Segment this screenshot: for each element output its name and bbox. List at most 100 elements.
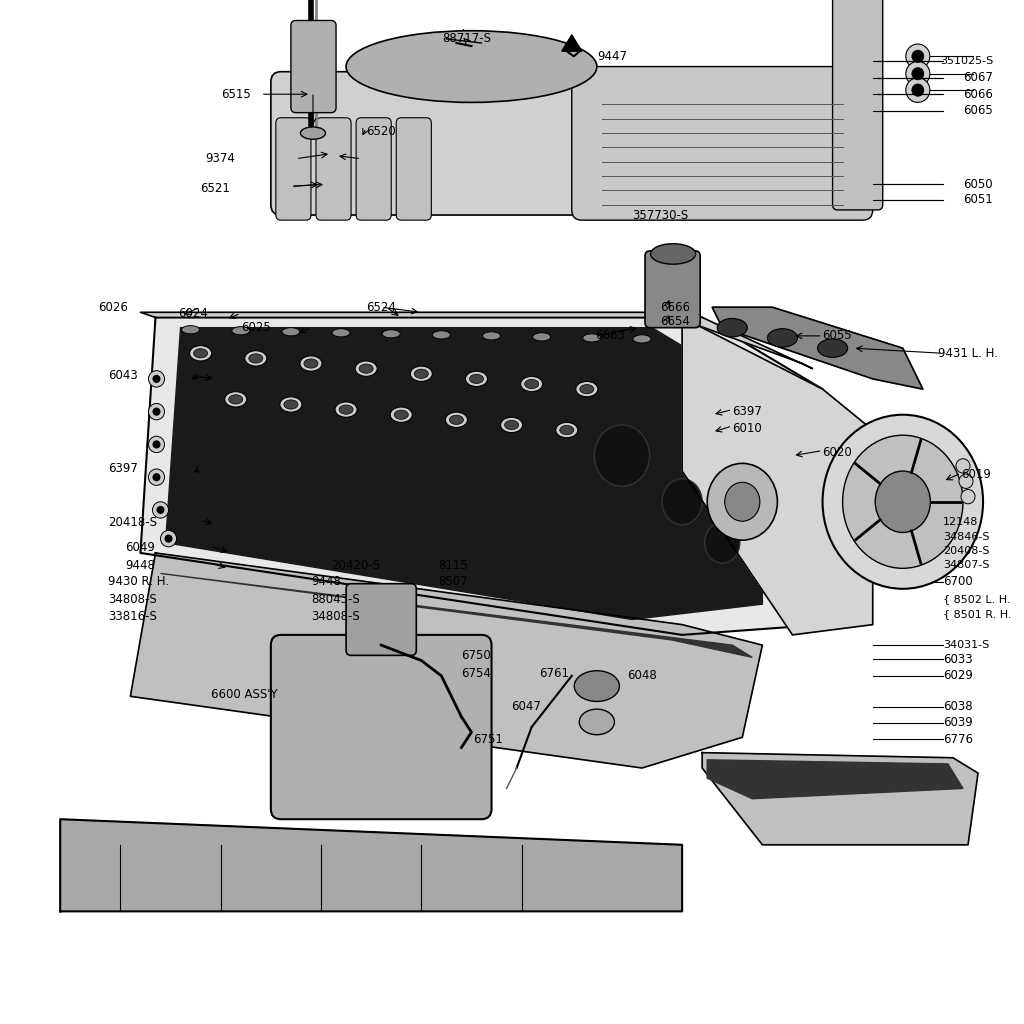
Text: 6521: 6521 xyxy=(201,182,230,195)
Ellipse shape xyxy=(876,471,931,532)
Ellipse shape xyxy=(332,329,350,337)
Text: 6397: 6397 xyxy=(732,406,762,418)
Ellipse shape xyxy=(224,392,247,407)
Ellipse shape xyxy=(339,406,353,415)
Ellipse shape xyxy=(411,367,432,381)
Text: 6039: 6039 xyxy=(943,717,973,729)
Circle shape xyxy=(961,489,975,504)
Ellipse shape xyxy=(228,395,243,403)
Ellipse shape xyxy=(245,350,267,366)
FancyBboxPatch shape xyxy=(346,584,417,655)
FancyBboxPatch shape xyxy=(275,118,311,220)
Text: 9374: 9374 xyxy=(206,153,236,165)
FancyBboxPatch shape xyxy=(270,635,492,819)
Text: 88043-S: 88043-S xyxy=(311,593,359,605)
Text: 20408-S: 20408-S xyxy=(943,546,989,556)
Text: 6033: 6033 xyxy=(943,653,973,666)
Ellipse shape xyxy=(594,425,649,486)
Text: 34808-S: 34808-S xyxy=(311,610,359,623)
Circle shape xyxy=(906,44,930,69)
FancyBboxPatch shape xyxy=(833,0,883,210)
Ellipse shape xyxy=(280,397,302,412)
Polygon shape xyxy=(130,553,763,768)
Text: 20420-S: 20420-S xyxy=(331,559,380,571)
Text: 6600 ASS'Y: 6600 ASS'Y xyxy=(211,688,278,700)
Ellipse shape xyxy=(705,522,739,563)
Ellipse shape xyxy=(583,334,601,342)
Circle shape xyxy=(959,474,973,488)
Circle shape xyxy=(153,473,161,481)
Text: 6048: 6048 xyxy=(627,670,656,682)
Text: 34846-S: 34846-S xyxy=(943,531,989,542)
Text: 6776: 6776 xyxy=(943,733,973,745)
Polygon shape xyxy=(682,317,872,635)
Text: 6067: 6067 xyxy=(964,72,993,84)
Text: 6051: 6051 xyxy=(964,194,993,206)
Text: 9448: 9448 xyxy=(311,575,341,588)
Text: 6750: 6750 xyxy=(462,649,492,662)
Ellipse shape xyxy=(359,365,373,374)
Text: 6010: 6010 xyxy=(732,422,762,434)
Circle shape xyxy=(153,502,169,518)
Ellipse shape xyxy=(580,385,594,394)
Circle shape xyxy=(906,78,930,102)
Text: 6024: 6024 xyxy=(178,307,209,319)
Ellipse shape xyxy=(708,463,777,541)
Ellipse shape xyxy=(633,335,651,343)
Circle shape xyxy=(148,469,165,485)
Ellipse shape xyxy=(335,402,357,418)
Ellipse shape xyxy=(194,348,208,357)
FancyBboxPatch shape xyxy=(396,118,431,220)
Ellipse shape xyxy=(394,411,409,420)
Text: 6038: 6038 xyxy=(943,700,973,713)
Text: 8507: 8507 xyxy=(438,575,468,588)
Polygon shape xyxy=(562,35,582,51)
Ellipse shape xyxy=(382,330,400,338)
Ellipse shape xyxy=(189,346,212,360)
Text: 12148: 12148 xyxy=(943,517,978,527)
Circle shape xyxy=(157,506,165,514)
Polygon shape xyxy=(161,573,753,657)
Ellipse shape xyxy=(284,400,298,409)
Ellipse shape xyxy=(466,372,487,386)
Text: 88717-S: 88717-S xyxy=(442,33,490,45)
Text: 6666: 6666 xyxy=(660,301,690,313)
Ellipse shape xyxy=(520,377,543,391)
Ellipse shape xyxy=(817,339,848,357)
Text: 9430 R. H.: 9430 R. H. xyxy=(109,575,169,588)
Circle shape xyxy=(906,61,930,86)
Circle shape xyxy=(956,459,970,473)
Text: 9448: 9448 xyxy=(125,559,156,571)
Ellipse shape xyxy=(346,31,597,102)
Text: 6066: 6066 xyxy=(964,88,993,100)
Text: 6019: 6019 xyxy=(961,468,991,480)
Ellipse shape xyxy=(532,333,551,341)
Text: 33816-S: 33816-S xyxy=(109,610,158,623)
Ellipse shape xyxy=(231,327,250,335)
Circle shape xyxy=(911,84,924,96)
Text: 6654: 6654 xyxy=(660,315,690,328)
Ellipse shape xyxy=(580,709,614,735)
Circle shape xyxy=(911,68,924,80)
Text: 6515: 6515 xyxy=(221,88,251,100)
Text: 6029: 6029 xyxy=(943,670,973,682)
Text: 6663: 6663 xyxy=(595,330,625,342)
Text: 6520: 6520 xyxy=(367,125,396,137)
Ellipse shape xyxy=(556,423,578,438)
Ellipse shape xyxy=(304,359,318,368)
Ellipse shape xyxy=(282,328,300,336)
Text: 6020: 6020 xyxy=(822,446,852,459)
Circle shape xyxy=(153,440,161,449)
Text: 6055: 6055 xyxy=(822,330,852,342)
Ellipse shape xyxy=(300,127,326,139)
Ellipse shape xyxy=(450,416,464,424)
Circle shape xyxy=(148,436,165,453)
Ellipse shape xyxy=(524,380,539,388)
FancyBboxPatch shape xyxy=(270,72,672,215)
Text: 6026: 6026 xyxy=(98,301,128,313)
Polygon shape xyxy=(60,819,682,911)
Text: 34808-S: 34808-S xyxy=(109,593,157,605)
Ellipse shape xyxy=(355,361,377,376)
Text: 34807-S: 34807-S xyxy=(943,560,989,570)
FancyBboxPatch shape xyxy=(316,118,351,220)
